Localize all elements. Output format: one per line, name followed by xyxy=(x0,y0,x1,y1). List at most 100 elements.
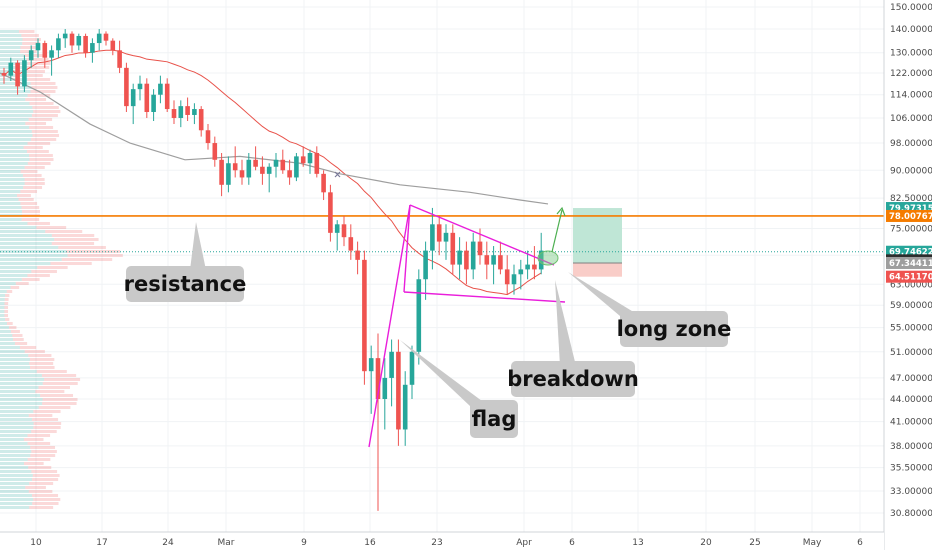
profile-bar-down xyxy=(27,222,50,225)
profile-bar-up xyxy=(0,474,33,477)
profile-bar-up xyxy=(0,346,20,349)
profile-bar-up xyxy=(0,262,51,265)
candle-body xyxy=(341,224,347,238)
price-tag-label: 79.973152 xyxy=(889,204,932,214)
profile-bar-up xyxy=(0,466,29,469)
profile-bar-up xyxy=(0,110,34,113)
candle-body xyxy=(192,109,197,115)
time-axis-panel xyxy=(0,532,884,550)
y-tick-label: 38.000000 xyxy=(890,442,932,452)
profile-bar-up xyxy=(0,270,32,273)
long-profit-zone xyxy=(573,208,622,263)
candle-body xyxy=(321,173,326,193)
candle-body xyxy=(430,224,435,251)
flag-upper-trendline xyxy=(409,204,555,266)
candle-body xyxy=(76,35,82,46)
profile-bar-down xyxy=(25,122,47,125)
profile-bar-down xyxy=(41,374,77,377)
profile-bar-up xyxy=(0,454,31,457)
profile-bar-up xyxy=(0,106,33,109)
profile-bar-up xyxy=(0,334,13,337)
candle-body xyxy=(416,279,422,352)
profile-bar-up xyxy=(0,190,21,193)
x-tick-label: Mar xyxy=(218,538,235,548)
y-tick-label: 75.000000 xyxy=(890,225,932,235)
long-position-tool[interactable] xyxy=(573,208,622,277)
profile-bar-up xyxy=(0,210,23,213)
candle-body xyxy=(511,274,517,285)
profile-bar-up xyxy=(0,478,32,481)
profile-bar-up xyxy=(0,146,24,149)
profile-bar-up xyxy=(0,46,21,49)
candle-body xyxy=(96,33,102,44)
profile-bar-up xyxy=(0,198,19,201)
profile-bar-down xyxy=(30,446,56,449)
pattern-drawings[interactable] xyxy=(368,204,566,448)
flag-lower-trendline xyxy=(403,291,566,303)
profile-bar-down xyxy=(33,422,62,425)
candle-body xyxy=(171,109,177,118)
y-tick-label: 122.000000 xyxy=(890,69,932,79)
price-axis[interactable]: 150.000000 140.000000 130.000000 122.000000… xyxy=(883,0,932,550)
profile-bar-up xyxy=(0,414,29,417)
profile-bar-up xyxy=(0,494,32,497)
profile-bar-up xyxy=(0,166,25,169)
profile-bar-down xyxy=(19,346,37,349)
profile-bar-up xyxy=(0,322,7,325)
candle-body xyxy=(144,83,150,112)
y-tick-label: 59.000000 xyxy=(890,301,932,311)
candle-body xyxy=(294,156,299,178)
y-tick-label: 51.000000 xyxy=(890,348,932,358)
candle-body xyxy=(334,224,340,233)
flag-label: flag xyxy=(472,407,517,431)
profile-bar-down xyxy=(23,54,44,57)
time-axis[interactable]: 10 17 24 Mar 9 16 23 Apr 6 13 20 25 May 6 xyxy=(0,531,884,550)
profile-bar-up xyxy=(0,222,28,225)
profile-bar-down xyxy=(23,74,43,77)
profile-bar-down xyxy=(30,82,56,85)
profile-bar-down xyxy=(31,270,57,273)
profile-bar-down xyxy=(31,470,58,473)
candle-body xyxy=(178,106,184,118)
profile-bar-up xyxy=(0,386,39,389)
candle-body xyxy=(110,40,116,51)
x-tick-label: 25 xyxy=(749,538,760,548)
x-tick-label: 10 xyxy=(30,538,42,548)
profile-bar-down xyxy=(14,342,28,345)
profile-bar-down xyxy=(24,70,45,73)
profile-bar-up xyxy=(0,34,22,37)
profile-bar-up xyxy=(0,186,24,189)
profile-bar-up xyxy=(0,418,32,421)
candle-body xyxy=(226,163,231,185)
profile-bar-up xyxy=(0,362,30,365)
y-tick-label: 35.500000 xyxy=(890,464,932,474)
candle-body xyxy=(158,83,163,95)
profile-bar-up xyxy=(0,266,38,269)
profile-bar-down xyxy=(35,390,65,393)
x-tick-label: 9 xyxy=(301,538,307,548)
profile-bar-up xyxy=(0,326,10,329)
profile-bar-up xyxy=(0,506,30,509)
profile-bar-down xyxy=(28,354,52,357)
profile-bar-up xyxy=(0,446,31,449)
profile-bar-down xyxy=(33,426,61,429)
profile-bar-up xyxy=(0,402,43,405)
candle-body xyxy=(498,255,503,270)
profile-bar-up xyxy=(0,398,43,401)
profile-bar-up xyxy=(0,350,25,353)
profile-bar-down xyxy=(27,142,51,145)
profile-bar-down xyxy=(4,298,9,301)
profile-bar-down xyxy=(28,490,53,493)
profile-bar-up xyxy=(0,158,30,161)
candle-body xyxy=(246,159,252,178)
price-tag xyxy=(886,270,932,283)
profile-bar-down xyxy=(24,182,45,185)
y-tick-label: 90.000000 xyxy=(890,166,932,176)
profile-bar-down xyxy=(23,438,44,441)
profile-bar-up xyxy=(0,54,24,57)
candle-body xyxy=(443,232,449,242)
x-tick-label: 6 xyxy=(569,538,575,548)
candle-body xyxy=(266,166,272,174)
